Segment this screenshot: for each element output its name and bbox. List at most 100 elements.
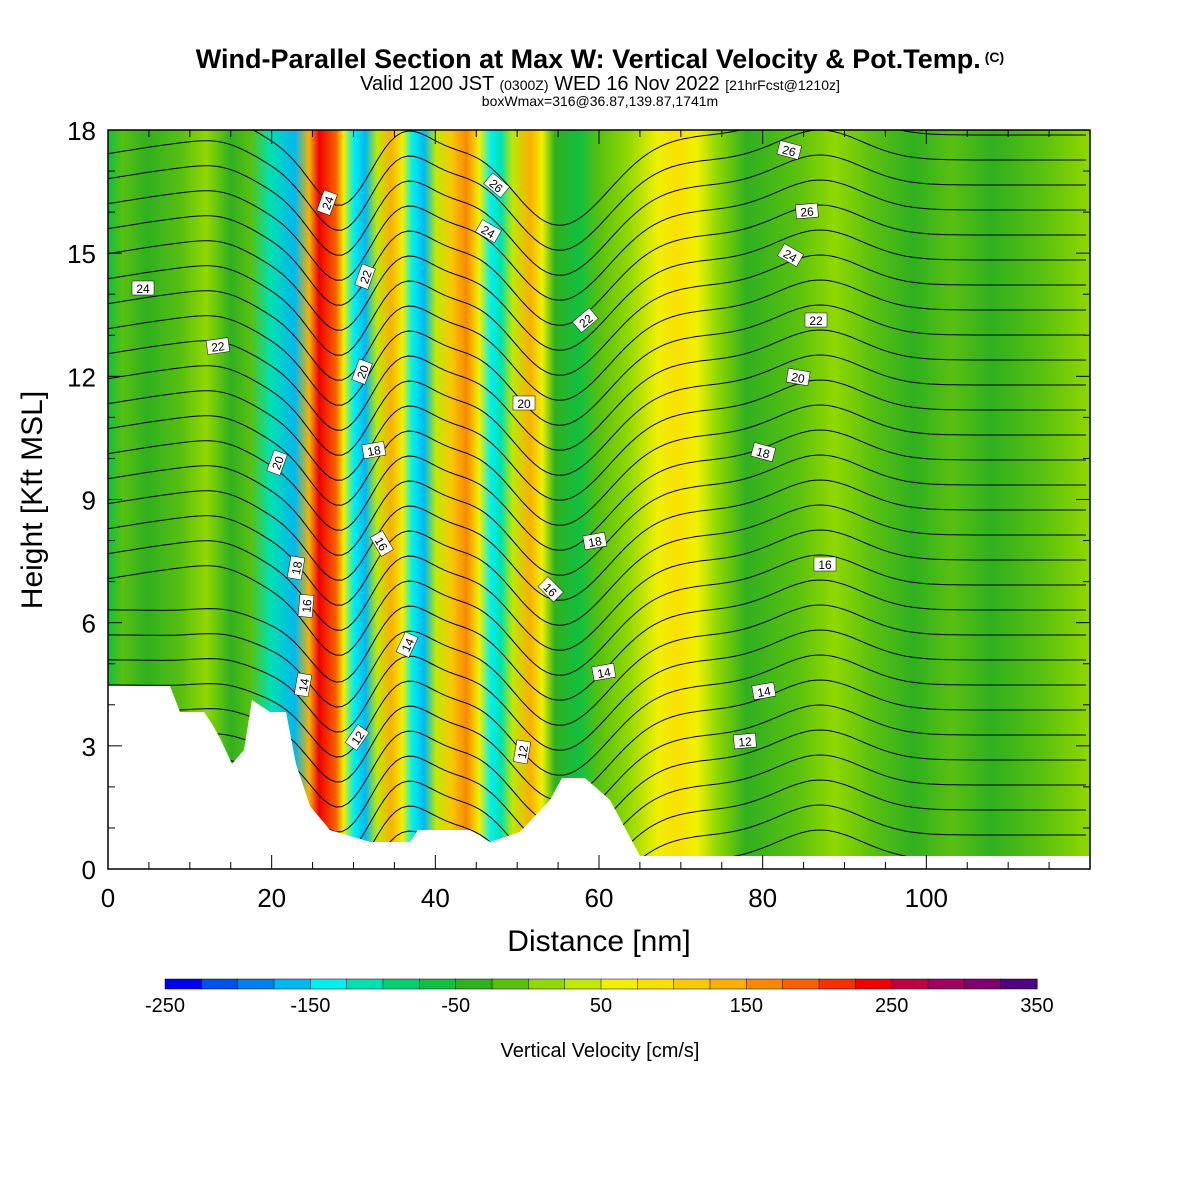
y-tick-label: 12 — [67, 362, 96, 392]
colorbar-label: Vertical Velocity [cm/s] — [501, 1040, 700, 1062]
box-info: boxWmax=316@36.87,139.87,1741m — [481, 93, 719, 109]
isentrope-line — [108, 454, 1086, 576]
contour-labels: 24 22 20 18 16 14 24 22 20 18 16 14 12 2… — [131, 140, 837, 765]
isentrope-line — [108, 479, 1086, 601]
isentrope-line — [108, 329, 1086, 451]
valid-prefix: Valid 1200 JST — [360, 73, 494, 95]
colorbar-swatch — [746, 978, 784, 990]
isentrope-line — [108, 404, 1086, 526]
contour-label: 12 — [515, 744, 531, 760]
contour-label: 20 — [354, 363, 372, 381]
chart-title-text: Wind-Parallel Section at Max W: Vertical… — [195, 44, 981, 74]
x-tick-label: 40 — [421, 883, 450, 913]
colorbar-tick-label: -50 — [441, 995, 470, 1017]
colorbar-swatch — [964, 978, 1002, 990]
isentrope-line — [108, 229, 1086, 351]
isentrope-line — [108, 304, 1086, 426]
contour-label: 18 — [366, 443, 382, 459]
contour-label: 22 — [210, 339, 225, 355]
contour-label: 12 — [738, 734, 753, 749]
isentrope-line — [108, 279, 1086, 401]
colorbar-swatch — [164, 978, 202, 990]
copyright-mark: (C) — [984, 49, 1005, 65]
colorbar-tick-label: -150 — [290, 995, 330, 1017]
isentrope-line — [108, 379, 1086, 501]
forecast-info: [21hrFcst@1210z] — [725, 77, 840, 93]
x-axis-label: Distance [nm] — [507, 925, 690, 958]
isentrope-line — [108, 254, 1086, 376]
contour-label: 24 — [781, 247, 800, 266]
contour-label: 20 — [790, 370, 806, 386]
y-tick-label: 9 — [82, 486, 96, 516]
colorbar-swatch — [927, 978, 965, 990]
contour-label: 16 — [299, 598, 314, 613]
contour-label: 22 — [357, 268, 375, 286]
isentrope-line — [108, 629, 1086, 751]
y-tick-label: 3 — [82, 732, 96, 762]
colorbar-swatch — [310, 978, 348, 990]
colorbar-swatch — [382, 978, 420, 990]
colorbar-swatch — [600, 978, 638, 990]
colorbar-swatch — [564, 978, 602, 990]
isentrope-line — [108, 654, 1086, 776]
colorbar-swatch — [673, 978, 711, 990]
x-tick-label: 100 — [905, 883, 948, 913]
contour-label: 18 — [289, 560, 305, 576]
potential-temperature-contours — [108, 130, 1086, 869]
valid-zulu: (0300Z) — [499, 77, 549, 93]
contour-label: 26 — [781, 143, 798, 160]
isentrope-line — [108, 130, 1086, 251]
isentrope-line — [108, 204, 1086, 326]
colorbar-tick-label: -250 — [145, 995, 185, 1017]
contour-label: 22 — [809, 314, 823, 328]
x-tick-label: 60 — [585, 883, 614, 913]
contour-label: 18 — [755, 445, 772, 462]
colorbar-swatch — [1000, 978, 1038, 990]
colorbar-swatch — [237, 978, 275, 990]
contour-label: 20 — [269, 454, 287, 472]
contour-label: 14 — [296, 677, 312, 693]
contour-label: 14 — [596, 665, 612, 681]
contour-label: 24 — [479, 223, 498, 242]
contour-label: 16 — [818, 558, 832, 572]
y-tick-label: 15 — [67, 239, 96, 269]
y-tick-label: 6 — [82, 609, 96, 639]
isentrope-line — [108, 504, 1086, 626]
contour-label: 14 — [756, 684, 772, 700]
colorbar-swatch — [637, 978, 675, 990]
contour-label: 26 — [800, 204, 815, 219]
colorbar-swatch — [818, 978, 856, 990]
colorbar-swatch — [201, 978, 239, 990]
isentrope-line — [108, 554, 1086, 676]
colorbar-swatch — [491, 978, 529, 990]
isentrope-line — [108, 179, 1086, 301]
colorbar-swatch — [528, 978, 566, 990]
colorbar-swatch — [419, 978, 457, 990]
contour-label: 24 — [319, 194, 337, 212]
colorbar-tick-label: 50 — [590, 995, 612, 1017]
contour-label: 18 — [587, 534, 603, 550]
y-tick-label: 18 — [67, 116, 96, 146]
y-axis-label: Height [Kft MSL] — [16, 391, 49, 609]
colorbar: -250 -150 -50 50 150 250 350 — [145, 978, 1054, 1017]
colorbar-swatch — [709, 978, 747, 990]
y-axis: 0 3 6 9 12 15 18 — [67, 116, 1090, 885]
isentrope-line — [108, 354, 1086, 476]
isentrope-line — [108, 154, 1086, 276]
colorbar-swatch — [782, 978, 820, 990]
colorbar-tick-label: 250 — [875, 995, 908, 1017]
contour-label: 16 — [372, 535, 391, 554]
x-axis: 0 20 40 60 80 100 — [101, 130, 1091, 913]
colorbar-swatch — [346, 978, 384, 990]
x-tick-label: 20 — [257, 883, 286, 913]
chart-title: Wind-Parallel Section at Max W: Vertical… — [0, 44, 1200, 75]
contour-label: 24 — [136, 282, 150, 296]
colorbar-tick-label: 350 — [1020, 995, 1053, 1017]
valid-time-line: Valid 1200 JST (0300Z) WED 16 Nov 2022 [… — [0, 73, 1200, 96]
contour-label: 20 — [517, 397, 531, 411]
colorbar-swatch — [273, 978, 311, 990]
isentrope-line — [252, 130, 1086, 226]
x-tick-label: 80 — [748, 883, 777, 913]
valid-date: WED 16 Nov 2022 — [554, 73, 720, 95]
